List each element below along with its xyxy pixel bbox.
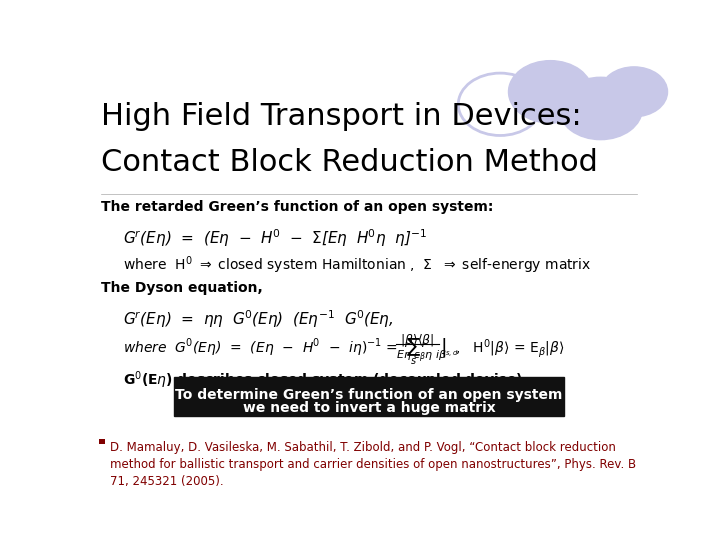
Text: D. Mamaluy, D. Vasileska, M. Sabathil, T. Zibold, and P. Vogl, “Contact block re: D. Mamaluy, D. Vasileska, M. Sabathil, T… (109, 441, 636, 488)
Text: $E\eta\ \varepsilon_\beta\eta\ i\beta$: $E\eta\ \varepsilon_\beta\eta\ i\beta$ (396, 348, 447, 365)
FancyBboxPatch shape (174, 377, 564, 416)
Circle shape (508, 60, 592, 123)
Text: To determine Green’s function of an open system: To determine Green’s function of an open… (175, 388, 563, 402)
Text: we need to invert a huge matrix: we need to invert a huge matrix (243, 401, 495, 415)
Text: $_{s,d}$: $_{s,d}$ (446, 348, 459, 359)
Text: $|$: $|$ (441, 336, 446, 359)
Text: High Field Transport in Devices:: High Field Transport in Devices: (101, 102, 582, 131)
Text: G$^0$(E$\eta$) describes closed system (decoupled device): G$^0$(E$\eta$) describes closed system (… (124, 369, 523, 391)
Text: The retarded Green’s function of an open system:: The retarded Green’s function of an open… (101, 200, 493, 214)
Text: where  H$^0$ $\Rightarrow$ closed system Hamiltonian ,  $\Sigma$  $\Rightarrow$ : where H$^0$ $\Rightarrow$ closed system … (124, 254, 592, 275)
Circle shape (600, 67, 667, 117)
Text: Contact Block Reduction Method: Contact Block Reduction Method (101, 148, 598, 177)
Text: G$^r$(E$\eta$)  =  $\eta\eta$  G$^0$(E$\eta$)  (E$\eta^{-1}$  G$^0$(E$\eta$,: G$^r$(E$\eta$) = $\eta\eta$ G$^0$(E$\eta… (124, 308, 394, 330)
Text: The Dyson equation,: The Dyson equation, (101, 281, 263, 295)
Text: $|\beta\rangle\langle\beta|$: $|\beta\rangle\langle\beta|$ (400, 332, 434, 349)
Text: G$^r$(E$\eta$)  =  (E$\eta$  $-$  H$^0$  $-$  $\Sigma$[E$\eta$  H$^0\eta$  $\eta: G$^r$(E$\eta$) = (E$\eta$ $-$ H$^0$ $-$ … (124, 227, 428, 248)
Text: ,   H$^0|\beta\rangle$ = E$_\beta|\beta\rangle$: , H$^0|\beta\rangle$ = E$_\beta|\beta\ra… (456, 337, 565, 360)
Bar (99, 439, 105, 444)
Text: where  G$^0$(E$\eta$)  =  (E$\eta$  $-$  H$^0$  $-$  i$\eta)^{-1}$ =  $\sum_s$: where G$^0$(E$\eta$) = (E$\eta$ $-$ H$^0… (124, 337, 422, 367)
Circle shape (559, 77, 642, 140)
